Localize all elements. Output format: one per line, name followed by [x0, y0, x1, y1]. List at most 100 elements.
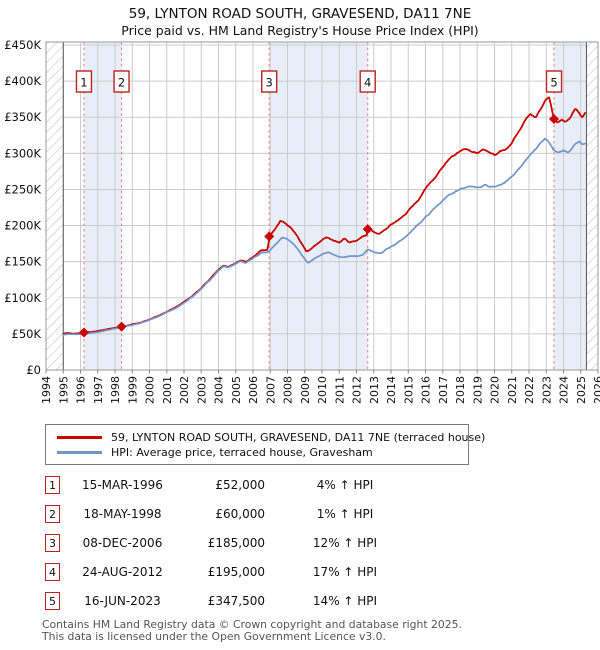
x-tick-label: 2026: [592, 376, 600, 404]
y-tick-label: £200K: [4, 219, 41, 233]
x-tick-label: 2006: [247, 376, 260, 404]
sale-number-badge: 4: [45, 563, 60, 581]
x-tick-label: 2020: [489, 376, 502, 404]
sale-number-box: [545, 70, 563, 93]
sale-markers: [78, 114, 560, 338]
y-tick-label: £300K: [4, 146, 41, 160]
x-tick-label: 2000: [144, 376, 157, 404]
property-line-swatch: [57, 436, 102, 439]
sale-date: 18-MAY-1998: [83, 507, 162, 521]
x-tick-label: 1999: [126, 376, 139, 404]
sale-row: 4 24-AUG-2012 £195,000 17% ↑ HPI: [45, 562, 465, 591]
x-tick-label: 1995: [57, 376, 70, 404]
x-tick-label: 2013: [368, 376, 381, 404]
x-tick-label: 1996: [75, 376, 88, 404]
x-tick-label: 2019: [471, 376, 484, 404]
hatch-left: [46, 42, 64, 370]
sale-diamond-marker: [549, 114, 560, 125]
x-tick-label: 2023: [540, 376, 553, 404]
y-tick-label: £100K: [4, 291, 41, 305]
sale-number-badge: 3: [45, 534, 60, 552]
sale-row: 3 08-DEC-2006 £185,000 12% ↑ HPI: [45, 533, 465, 562]
sale-hpi-diff: 14% ↑ HPI: [312, 594, 378, 608]
sale-number-badge: 2: [45, 505, 60, 523]
legend-item-property: 59, LYNTON ROAD SOUTH, GRAVESEND, DA11 7…: [57, 430, 485, 445]
sale-date: 15-MAR-1996: [82, 478, 163, 492]
sale-row: 1 15-MAR-1996 £52,000 4% ↑ HPI: [45, 475, 465, 504]
sale-diamond-marker: [78, 327, 89, 338]
x-tick-label: 1994: [40, 376, 53, 404]
x-tick-label: 2014: [385, 376, 398, 404]
footer-line-1: Contains HM Land Registry data © Crown c…: [42, 618, 462, 631]
sale-diamond-marker: [362, 224, 373, 235]
sale-number-box: [261, 70, 278, 93]
x-tick-label: 1997: [92, 376, 105, 404]
price-chart: 1 2 3 4 5 £0 £50K £100K £150K £200K £250K £300K £350…: [4, 38, 600, 404]
sale-hpi-diff: 4% ↑ HPI: [316, 478, 374, 492]
page-title: 59, LYNTON ROAD SOUTH, GRAVESEND, DA11 7…: [128, 6, 472, 22]
x-tick-label: 2022: [523, 376, 536, 404]
page-subtitle: Price paid vs. HM Land Registry's House …: [121, 23, 479, 38]
x-tick-label: 2010: [316, 376, 329, 404]
legend-item-label: HPI: Average price, terraced house, Grav…: [111, 446, 373, 459]
sale-diamond-marker: [116, 321, 127, 332]
x-tick-label: 2002: [178, 376, 191, 404]
sale-hpi-diff: 1% ↑ HPI: [316, 507, 374, 521]
x-tick-label: 2018: [454, 376, 467, 404]
sale-price: £195,000: [207, 565, 265, 579]
sale-number-badge: 5: [45, 592, 60, 610]
y-tick-label: £350K: [4, 110, 41, 124]
sale-hpi-diff: 12% ↑ HPI: [312, 536, 378, 550]
chart-legend: 59, LYNTON ROAD SOUTH, GRAVESEND, DA11 7…: [45, 424, 485, 465]
x-tick-label: 2024: [558, 376, 571, 404]
sale-price: £185,000: [207, 536, 265, 550]
legend-item-label: 59, LYNTON ROAD SOUTH, GRAVESEND, DA11 7…: [111, 431, 486, 444]
sale-number-box-label: 5: [550, 76, 557, 90]
sale-price: £60,000: [215, 507, 265, 521]
x-tick-label: 2017: [437, 376, 450, 404]
sale-number-box-label: 1: [80, 76, 87, 90]
hpi-series-line: [62, 137, 586, 336]
x-tick-label: 2004: [213, 376, 226, 404]
x-tick-label: 2012: [351, 376, 364, 404]
sale-date: 24-AUG-2012: [82, 565, 163, 579]
footer-line-2: This data is licensed under the Open Gov…: [42, 629, 386, 643]
ownership-band: [269, 42, 368, 370]
x-tick-label: 2016: [420, 376, 433, 404]
x-tick-label: 2008: [282, 376, 295, 404]
x-tick-label: 2009: [299, 376, 312, 404]
ownership-period-bands: [83, 42, 587, 370]
copyright-footer: Contains HM Land Registry data © Crown c…: [42, 619, 598, 643]
sale-number-box: [75, 70, 93, 93]
sale-date: 16-JUN-2023: [84, 594, 161, 608]
no-data-hatch: [46, 42, 598, 370]
hatch-right: [586, 42, 598, 370]
sale-number-box: [113, 70, 130, 93]
gridlines: [46, 42, 598, 370]
sale-row: 5 16-JUN-2023 £347,500 14% ↑ HPI: [45, 591, 465, 620]
x-tick-label: 2011: [333, 376, 346, 404]
y-tick-label: £250K: [4, 182, 41, 196]
y-tick-label: £400K: [4, 74, 41, 88]
sale-price: £347,500: [207, 594, 265, 608]
x-tick-label: 2025: [575, 376, 588, 404]
y-tick-label: £0: [26, 363, 41, 377]
x-tick-label: 2005: [230, 376, 243, 404]
sale-number-box: [359, 70, 376, 93]
sale-number-box-label: 3: [266, 76, 273, 90]
y-tick-label: £150K: [4, 255, 41, 269]
sale-date: 08-DEC-2006: [82, 536, 163, 550]
y-axis-labels: £0 £50K £100K £150K £200K £250K £300K £350K £400…: [4, 38, 41, 377]
x-tick-label: 2001: [161, 376, 174, 404]
x-tick-label: 2007: [264, 376, 277, 404]
x-tick-label: 2021: [506, 376, 519, 404]
x-tick-label: 2003: [195, 376, 208, 404]
legend-item-hpi: HPI: Average price, terraced house, Grav…: [57, 445, 468, 460]
sale-number-badge: 1: [45, 476, 60, 494]
x-tick-label: 1998: [109, 376, 122, 404]
sale-diamond-marker: [264, 231, 275, 242]
sales-table: 1 15-MAR-1996 £52,000 4% ↑ HPI 2 18-MAY-1998 £…: [45, 475, 465, 620]
hpi-line-swatch: [57, 451, 102, 454]
y-tick-label: £50K: [12, 327, 42, 341]
